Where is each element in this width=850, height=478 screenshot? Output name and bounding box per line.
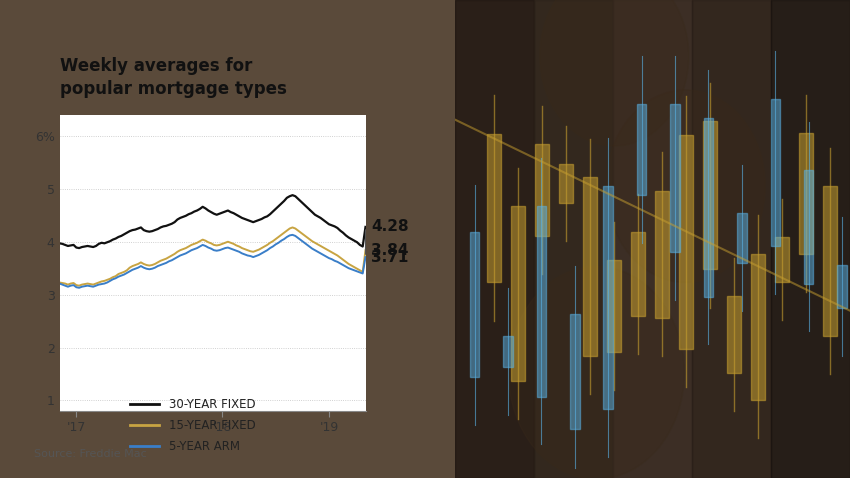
Bar — [536, 144, 549, 236]
Bar — [613, 0, 692, 478]
Bar — [511, 206, 525, 381]
Bar — [655, 191, 669, 318]
Text: Source: Freddie Mac: Source: Freddie Mac — [34, 449, 147, 459]
Circle shape — [540, 0, 688, 146]
Circle shape — [508, 266, 684, 478]
Bar — [837, 265, 847, 308]
Bar — [679, 134, 694, 349]
Bar — [775, 237, 790, 282]
Bar — [727, 296, 741, 372]
Bar — [823, 186, 837, 336]
Bar — [487, 134, 501, 282]
Bar — [583, 177, 598, 356]
Text: 3.84: 3.84 — [371, 243, 409, 258]
Text: 3.71: 3.71 — [371, 250, 409, 265]
Bar — [607, 260, 621, 352]
Circle shape — [606, 90, 765, 282]
Bar — [470, 232, 479, 377]
Bar — [455, 0, 534, 478]
Bar — [671, 104, 680, 252]
Legend: 30-YEAR FIXED, 15-YEAR FIXED, 5-YEAR ARM: 30-YEAR FIXED, 15-YEAR FIXED, 5-YEAR ARM — [125, 393, 260, 458]
Bar — [804, 170, 813, 283]
Bar — [632, 232, 645, 316]
Text: Weekly averages for
popular mortgage types: Weekly averages for popular mortgage typ… — [60, 57, 286, 98]
Bar — [737, 213, 746, 263]
Bar — [751, 253, 765, 400]
Bar — [534, 0, 613, 478]
Text: 4.28: 4.28 — [371, 219, 409, 234]
Bar — [570, 314, 580, 429]
Bar — [771, 0, 850, 478]
Bar — [536, 206, 546, 397]
Bar — [637, 104, 646, 195]
Bar — [503, 336, 513, 367]
Bar — [704, 118, 713, 297]
Bar — [703, 121, 717, 269]
Bar — [559, 164, 574, 203]
Bar — [799, 133, 813, 254]
Bar — [770, 99, 780, 247]
Bar — [604, 186, 613, 409]
Bar — [692, 0, 771, 478]
